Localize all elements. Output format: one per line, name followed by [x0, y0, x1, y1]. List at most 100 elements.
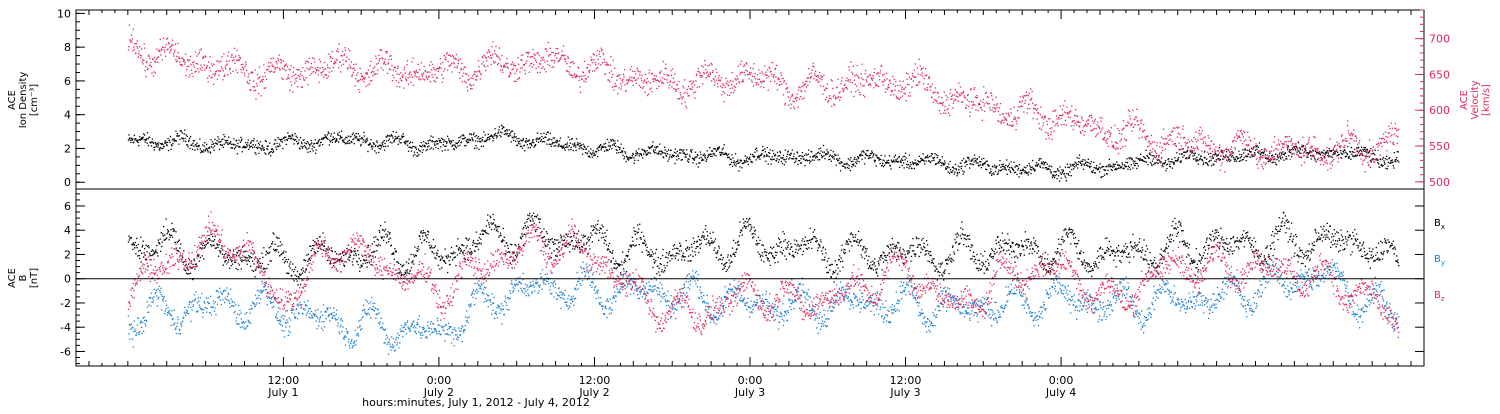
- data-point: [879, 72, 881, 74]
- data-point: [576, 144, 578, 146]
- data-point: [625, 160, 627, 163]
- data-point: [292, 71, 294, 73]
- data-point: [983, 86, 985, 88]
- data-point: [1127, 121, 1129, 123]
- data-point: [1171, 167, 1174, 169]
- data-point: [1190, 149, 1192, 152]
- data-point: [1314, 157, 1316, 159]
- data-point: [586, 66, 589, 68]
- data-point: [939, 102, 941, 104]
- data-point: [230, 147, 232, 149]
- data-point: [310, 143, 312, 145]
- data-point: [509, 72, 511, 74]
- data-point: [335, 139, 337, 141]
- data-point: [757, 155, 760, 158]
- data-point: [1246, 154, 1248, 157]
- data-point: [525, 62, 527, 64]
- data-point: [1004, 168, 1006, 170]
- data-point: [155, 145, 157, 147]
- data-point: [1157, 159, 1159, 161]
- data-point: [919, 161, 921, 163]
- data-point: [1319, 153, 1321, 155]
- data-point: [272, 57, 274, 59]
- data-point: [382, 58, 384, 60]
- data-point: [782, 157, 784, 159]
- data-point: [191, 72, 193, 75]
- data-point: [673, 81, 676, 83]
- data-point: [741, 71, 743, 73]
- data-point: [420, 141, 422, 144]
- data-point: [927, 83, 929, 85]
- data-point: [914, 63, 916, 65]
- data-point: [1159, 145, 1161, 148]
- data-point: [1192, 140, 1194, 143]
- data-point: [1267, 154, 1269, 157]
- data-point: [407, 83, 410, 85]
- data-point: [970, 88, 972, 90]
- data-point: [763, 154, 765, 157]
- data-point: [1383, 162, 1386, 164]
- data-point: [159, 38, 161, 40]
- data-point: [399, 138, 401, 140]
- data-point: [1182, 128, 1184, 130]
- data-point: [608, 72, 611, 74]
- data-point: [433, 68, 436, 71]
- data-point: [293, 143, 295, 145]
- data-point: [696, 156, 698, 158]
- data-point: [1229, 154, 1231, 156]
- data-point: [341, 55, 343, 57]
- data-point: [1064, 175, 1066, 177]
- data-point: [222, 79, 224, 81]
- data-point: [938, 109, 940, 112]
- data-point: [925, 156, 927, 158]
- data-point: [662, 152, 664, 154]
- data-point: [1075, 109, 1077, 111]
- data-point: [1203, 141, 1205, 143]
- data-point: [296, 136, 298, 139]
- data-point: [1332, 149, 1334, 151]
- data-point: [235, 140, 237, 142]
- data-point: [154, 60, 156, 63]
- data-point: [293, 138, 295, 140]
- data-point: [917, 160, 919, 162]
- data-point: [267, 145, 269, 147]
- data-point: [545, 136, 547, 138]
- data-point: [1269, 159, 1271, 161]
- data-point: [285, 63, 287, 65]
- data-point: [295, 135, 297, 137]
- data-point: [690, 83, 693, 85]
- data-point: [698, 162, 700, 164]
- data-point: [372, 142, 374, 144]
- data-point: [1222, 158, 1224, 160]
- data-point: [715, 155, 717, 157]
- data-point: [1090, 161, 1092, 163]
- data-point: [1297, 141, 1299, 143]
- data-point: [174, 140, 177, 142]
- data-point: [1135, 162, 1137, 164]
- data-point: [179, 138, 181, 141]
- data-point: [679, 148, 681, 151]
- data-point: [1327, 155, 1329, 157]
- data-point: [528, 71, 530, 73]
- data-point: [1100, 129, 1103, 131]
- data-point: [152, 142, 155, 144]
- data-point: [1170, 134, 1172, 136]
- data-point: [997, 173, 999, 175]
- data-point: [273, 66, 275, 68]
- data-point: [732, 92, 735, 94]
- data-point: [482, 145, 484, 147]
- data-point: [739, 166, 741, 168]
- data-point: [156, 142, 158, 144]
- data-point: [963, 95, 965, 97]
- data-point: [557, 60, 559, 63]
- data-point: [396, 137, 398, 139]
- data-point: [1023, 95, 1025, 97]
- data-point: [399, 86, 401, 88]
- data-point: [200, 152, 202, 154]
- data-point: [738, 81, 740, 83]
- data-point: [1287, 147, 1289, 149]
- data-point: [750, 153, 752, 155]
- data-point: [498, 47, 501, 49]
- data-point: [1115, 148, 1117, 150]
- data-point: [1183, 151, 1185, 153]
